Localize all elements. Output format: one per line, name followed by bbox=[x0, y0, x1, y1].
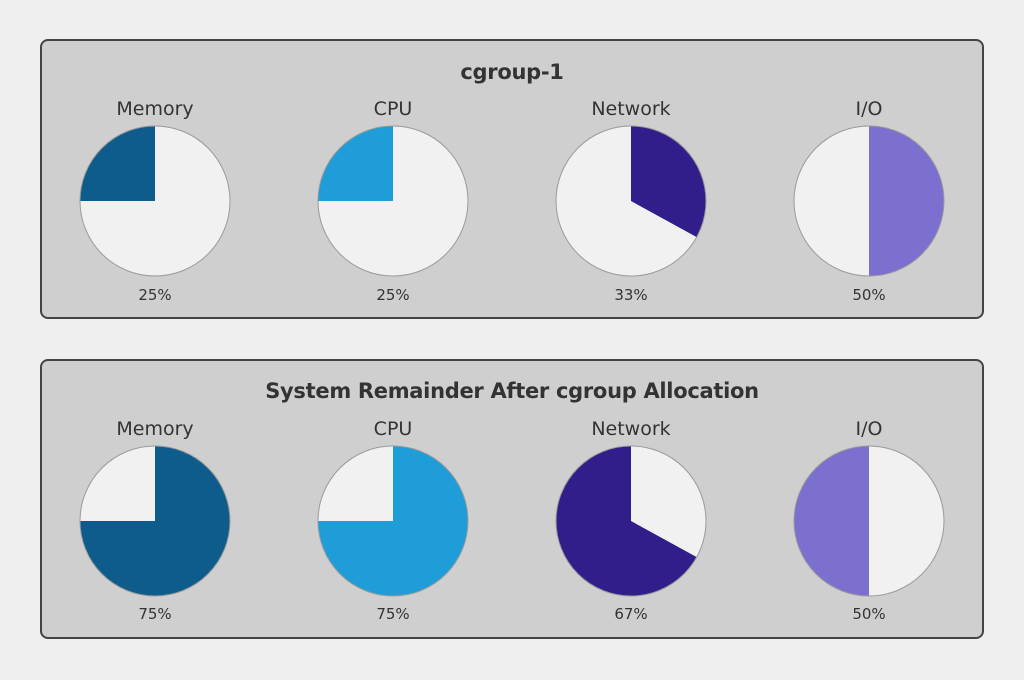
pie-outline bbox=[793, 125, 945, 277]
pie-slice-io bbox=[869, 126, 944, 276]
pie-outline bbox=[317, 445, 469, 597]
panel-title: System Remainder After cgroup Allocation bbox=[265, 379, 759, 403]
pie-outline bbox=[555, 125, 707, 277]
pie-value-label: 25% bbox=[376, 286, 409, 304]
pie-label: I/O bbox=[856, 418, 883, 440]
pie-outline bbox=[555, 445, 707, 597]
pie-value-label: 50% bbox=[852, 286, 885, 304]
pie-slice-memory bbox=[80, 446, 230, 596]
pie-outline bbox=[793, 445, 945, 597]
pie-value-label: 67% bbox=[614, 605, 647, 623]
pie-label: CPU bbox=[374, 418, 413, 440]
pie-label: Memory bbox=[116, 98, 193, 120]
panel-title: cgroup-1 bbox=[460, 60, 564, 84]
pie-slice-io bbox=[794, 446, 869, 596]
pie-label: Network bbox=[591, 418, 670, 440]
pie-label: CPU bbox=[374, 98, 413, 120]
pie-value-label: 75% bbox=[138, 605, 171, 623]
pie-slice-cpu bbox=[318, 126, 393, 201]
pie-value-label: 75% bbox=[376, 605, 409, 623]
pie-label: Memory bbox=[116, 418, 193, 440]
pie-slice-memory bbox=[80, 126, 155, 201]
pie-outline bbox=[79, 445, 231, 597]
pie-value-label: 33% bbox=[614, 286, 647, 304]
pie-outline bbox=[79, 125, 231, 277]
pie-slice-network bbox=[556, 446, 697, 597]
pie-value-label: 25% bbox=[138, 286, 171, 304]
pie-label: Network bbox=[591, 98, 670, 120]
pie-outline bbox=[317, 125, 469, 277]
pie-slice-network bbox=[631, 126, 707, 238]
pie-value-label: 50% bbox=[852, 605, 885, 623]
pie-slice-cpu bbox=[318, 446, 468, 596]
pie-label: I/O bbox=[856, 98, 883, 120]
